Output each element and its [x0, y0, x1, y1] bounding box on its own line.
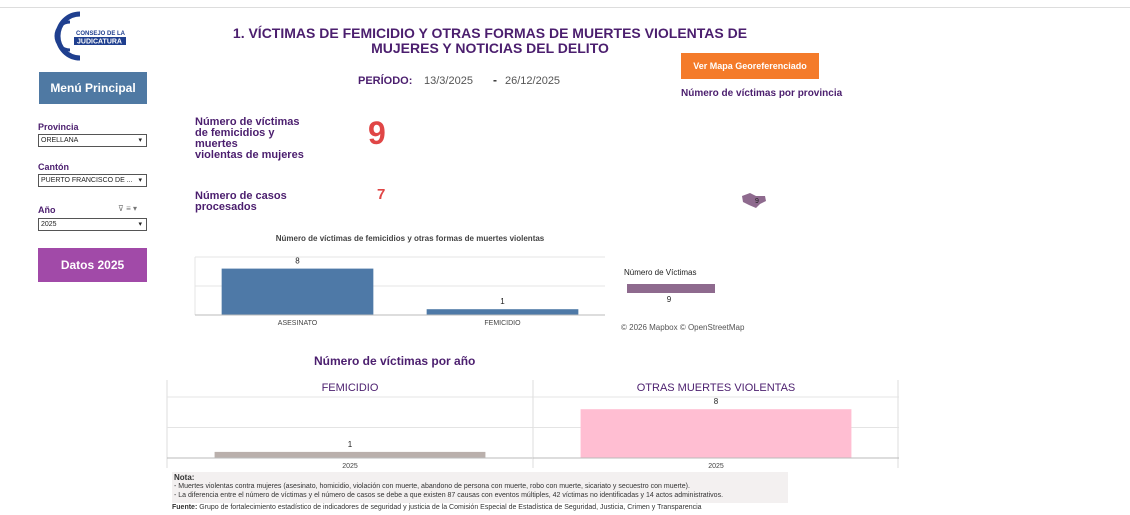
filter-value: PUERTO FRANCISCO DE ... [41, 177, 133, 184]
title-line: 1. VÍCTIMAS DE FEMICIDIO Y OTRAS FORMAS … [232, 25, 748, 41]
kpi-label: Número de víctimas de femicidios y muert… [195, 117, 304, 161]
type-chart: Número de víctimas de femicidios y otras… [194, 234, 605, 327]
logo-arc [55, 11, 81, 61]
kpi-label-line: de femicidios y [195, 127, 275, 139]
kpi-value: 9 [368, 115, 386, 151]
logo-band [74, 37, 126, 45]
top-rule [0, 7, 1130, 8]
dropdown-arrow: ▾ [138, 177, 142, 184]
x-tick-label: 2025 [342, 463, 358, 470]
source: Fuente: Grupo de fortalecimiento estadís… [172, 504, 702, 511]
dropdown-arrow: ▾ [138, 137, 142, 144]
period-label: PERÍODO: [358, 75, 413, 87]
logo-arc [54, 20, 71, 52]
filter-value: ORELLANA [41, 137, 79, 144]
map-button[interactable]: Ver Mapa Georeferenciado [681, 53, 819, 79]
bar [221, 268, 374, 315]
period-end: 26/12/2025 [505, 75, 561, 87]
value-label: 8 [714, 397, 719, 406]
page-title: 1. VÍCTIMAS DE FEMICIDIO Y OTRAS FORMAS … [200, 26, 780, 56]
filter-label: Provincia [38, 122, 79, 132]
filter-dropdown[interactable]: PUERTO FRANCISCO DE ... ▾ [38, 174, 147, 187]
chart-title: Número de víctimas de femicidios y otras… [276, 234, 545, 243]
year-chart: FEMICIDIO 1 2025 OTRAS MUERTES VIOLENTAS 8 20… [166, 380, 899, 470]
legend-value: 9 [667, 295, 672, 304]
dropdown-arrow: ▾ [138, 221, 142, 228]
filter-dropdown[interactable]: ORELLANA ▾ [38, 134, 147, 147]
bar [580, 409, 852, 458]
value-label: 1 [500, 297, 505, 306]
note-box: Nota: - Muertes violentas contra mujeres… [172, 472, 788, 503]
note-label: Nota: [174, 473, 195, 482]
value-label: 8 [295, 257, 300, 266]
logo-text: JUDICATURA [77, 39, 122, 46]
source-text: Grupo de fortalecimiento estadístico de … [199, 504, 702, 511]
logo-text: CONSEJO DE LA [76, 31, 126, 37]
bar [214, 451, 486, 458]
legend-swatch [627, 284, 715, 293]
filter-value: 2025 [41, 221, 57, 228]
chart-title: Número de víctimas por año [314, 354, 476, 368]
title-line: MUJERES Y NOTICIAS DEL DELITO [371, 40, 609, 56]
kpi-label-line: procesados [195, 201, 257, 213]
map-attribution: © 2026 Mapbox © OpenStreetMap [621, 323, 745, 332]
source-label: Fuente: [172, 504, 198, 511]
map-label: 9 [755, 198, 759, 205]
kpi-label-line: violentas de mujeres [195, 149, 304, 161]
data-button[interactable]: Datos 2025 [38, 248, 147, 282]
kpi-label-line: muertes [195, 138, 238, 150]
period-start: 13/3/2025 [424, 75, 473, 87]
bar [426, 309, 579, 315]
filter-icons[interactable]: ⊽ ≡ ▾ [118, 204, 137, 213]
panel-header: OTRAS MUERTES VIOLENTAS [637, 382, 796, 394]
filter-dropdown[interactable]: 2025 ▾ [38, 218, 147, 231]
map: 9 Número de Víctimas 9 © 2026 Mapbox © O… [621, 193, 766, 332]
note-line: - La diferencia entre el número de vícti… [174, 492, 724, 499]
period-separator: - [493, 73, 497, 87]
filter-label: Año [38, 205, 56, 215]
note-line: - Muertes violentas contra mujeres (ases… [174, 483, 690, 490]
map-title: Número de víctimas por provincia [681, 88, 843, 99]
x-tick-label: ASESINATO [278, 320, 318, 327]
menu-button[interactable]: Menú Principal [39, 72, 147, 104]
panel-header: FEMICIDIO [322, 382, 379, 394]
kpi-label-line: Número de víctimas [195, 116, 300, 128]
kpi-label: Número de casos procesados [195, 191, 287, 213]
kpi-value: 7 [377, 186, 386, 203]
logo: CONSEJO DE LA JUDICATURA [54, 11, 126, 61]
x-tick-label: FEMICIDIO [484, 320, 521, 327]
legend-title: Número de Víctimas [624, 268, 696, 277]
map-region[interactable] [742, 193, 766, 208]
filter-label: Cantón [38, 162, 69, 172]
value-label: 1 [348, 440, 353, 449]
kpi-label-line: Número de casos [195, 190, 287, 202]
x-tick-label: 2025 [708, 463, 724, 470]
